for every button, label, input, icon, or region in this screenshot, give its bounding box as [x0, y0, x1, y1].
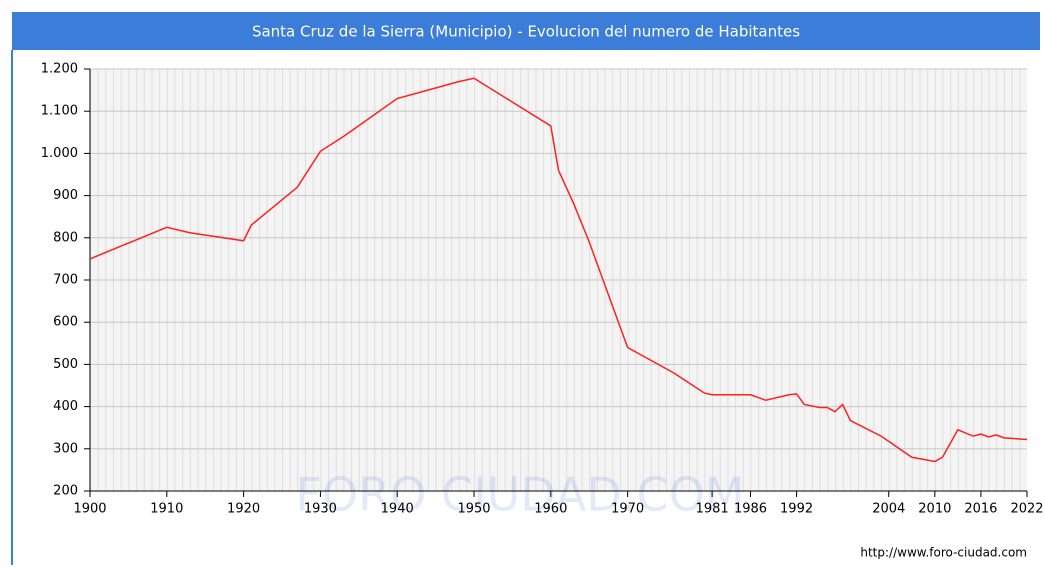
source: http://www.foro-ciudad.com — [860, 546, 1027, 560]
y-tick-label: 600 — [53, 315, 78, 330]
x-tick-label: 1930 — [304, 502, 337, 517]
x-tick-label: 1986 — [734, 502, 767, 517]
x-tick-label: 1981 — [696, 502, 729, 517]
watermark: FORO CIUDAD.COM — [296, 468, 745, 522]
y-tick-label: 1.000 — [41, 146, 78, 161]
y-tick-label: 300 — [53, 441, 78, 456]
series-line — [89, 77, 1028, 463]
title-bar — [12, 12, 1040, 50]
x-tick-label: 1960 — [534, 502, 567, 517]
y-tick-label: 800 — [53, 230, 78, 245]
chart-title: Santa Cruz de la Sierra (Municipio) - Ev… — [252, 23, 800, 41]
x-tick-label: 1970 — [611, 502, 644, 517]
y-tick-label: 1.100 — [41, 104, 78, 119]
x-tick-label: 1950 — [457, 502, 490, 517]
x-tick-label: 2004 — [872, 502, 905, 517]
y-tick-label: 400 — [53, 399, 78, 414]
x-tick-label: 1940 — [381, 502, 414, 517]
x-tick-label: 1910 — [150, 502, 183, 517]
y-tick-label: 1.200 — [41, 62, 78, 77]
x-tick-label: 2010 — [918, 502, 951, 517]
y-tick-label: 900 — [53, 188, 78, 203]
y-tick-label: 200 — [53, 484, 78, 499]
x-tick-label: 2016 — [964, 502, 997, 517]
y-tick-label: 700 — [53, 273, 78, 288]
x-tick-label: 1900 — [73, 502, 106, 517]
x-tick-label: 1920 — [227, 502, 260, 517]
x-tick-label: 2022 — [1010, 502, 1043, 517]
y-tick-label: 500 — [53, 357, 78, 372]
x-tick-label: 1992 — [780, 502, 813, 517]
